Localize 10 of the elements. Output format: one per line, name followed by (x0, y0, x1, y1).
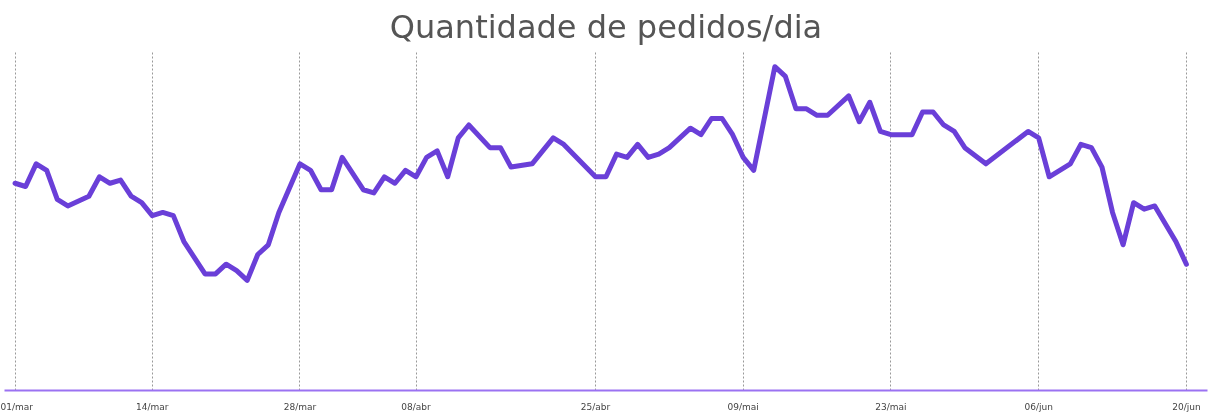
x-tick-label: 14/mar (136, 401, 169, 412)
x-tick-label: 20/jun (1172, 401, 1201, 412)
x-tick-label: 06/jun (1024, 401, 1053, 412)
x-tick-label: 09/mai (727, 401, 759, 412)
x-tick-label: 25/abr (580, 401, 611, 412)
x-tick-label: 08/abr (401, 401, 432, 412)
x-tick-label: 28/mar (283, 401, 317, 412)
x-tick-label: 01/mar (0, 401, 34, 412)
chart-title: Quantidade de pedidos/dia (389, 7, 823, 46)
x-tick-label: 23/mai (875, 401, 907, 412)
